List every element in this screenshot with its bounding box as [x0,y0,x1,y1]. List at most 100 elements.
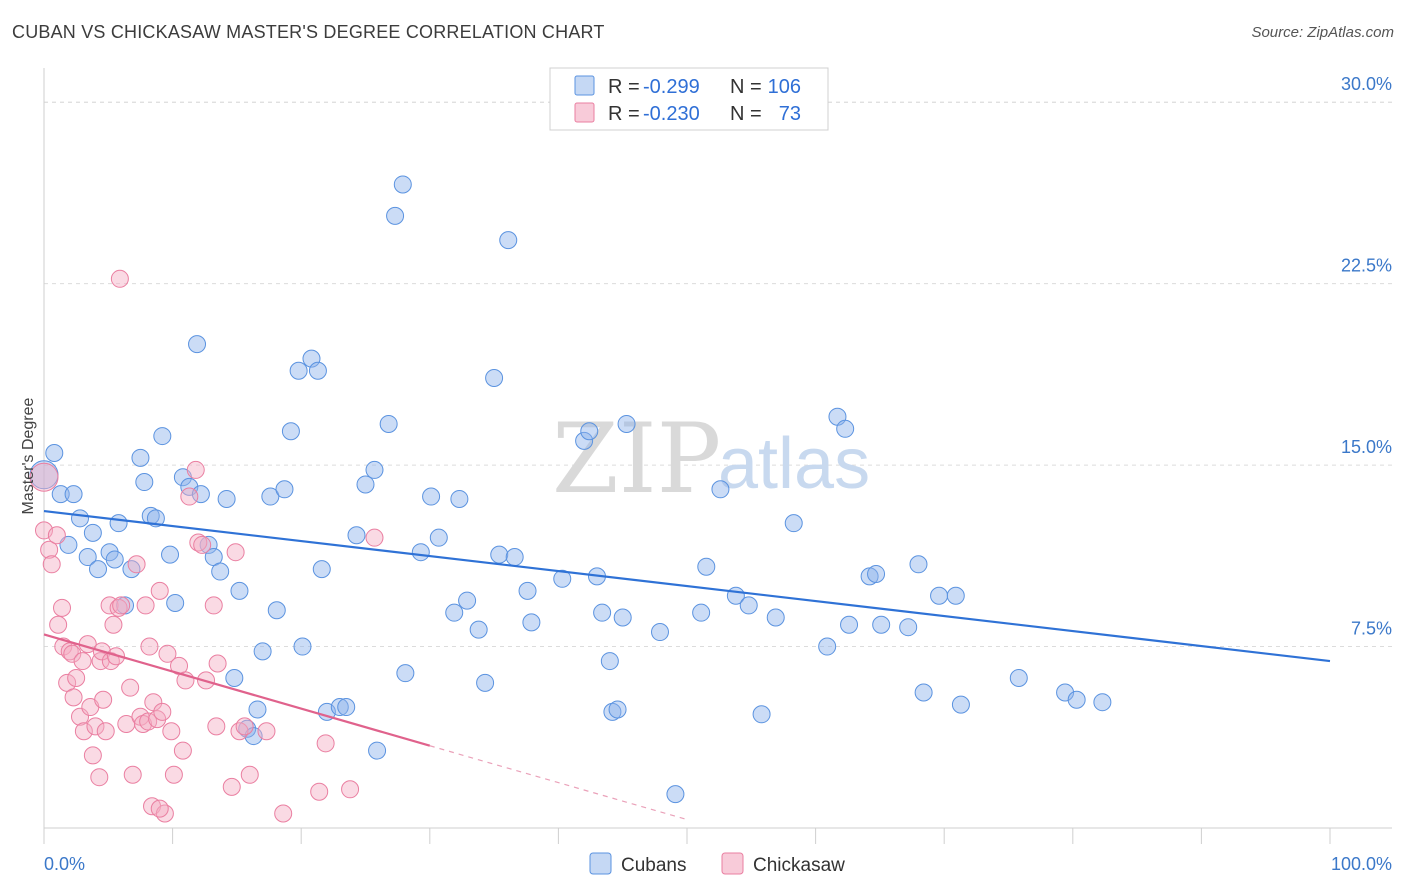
point-cubans [608,700,627,719]
point-cubans [253,642,272,661]
point-chickasaw [153,702,172,721]
trend-line-cubans [43,509,1331,663]
point-cubans [83,523,102,542]
point-cubans [293,637,312,656]
point-cubans [89,560,108,579]
legend-n-label-cubans: N = [730,76,762,98]
y-tick-label-2: 22.5% [1341,256,1392,276]
point-cubans [230,581,249,600]
point-cubans [330,698,349,717]
point-chickasaw [53,598,72,617]
bottom-legend-swatch-cubans [589,852,612,875]
point-cubans [445,603,464,622]
point-chickasaw [134,714,153,733]
point-cubans [840,615,859,634]
bottom-legend-label-chickasaw: Chickasaw [753,855,845,876]
point-cubans [914,683,933,702]
point-cubans [337,698,356,717]
legend-n-label-chickasaw: N = [730,103,762,125]
point-cubans [450,489,469,508]
point-cubans [666,785,685,804]
point-cubans [872,615,891,634]
y-tick-label-0: 7.5% [1351,619,1392,639]
series-chickasaw [29,269,384,823]
point-cubans [752,705,771,724]
trend-line-chickasaw [43,633,431,747]
point-cubans [580,422,599,441]
bottom-legend-swatch-chickasaw [721,852,744,875]
point-chickasaw [310,782,329,801]
point-cubans [485,369,504,387]
point-chickasaw [121,678,140,697]
point-cubans [386,206,405,225]
point-chickasaw [226,543,245,562]
point-cubans [469,620,488,639]
point-chickasaw [186,460,205,479]
bottom-legend-label-cubans: Cubans [621,855,687,876]
point-chickasaw [94,690,113,709]
point-cubans [1056,683,1075,702]
point-chickasaw [127,555,146,574]
point-chickasaw [67,669,86,687]
point-chickasaw [123,765,142,784]
point-cubans [188,335,207,354]
point-chickasaw [101,652,120,671]
point-chickasaw [365,528,384,547]
point-cubans [356,475,375,494]
point-cubans [593,603,612,622]
point-chickasaw [110,269,129,288]
point-chickasaw [164,765,183,784]
point-cubans [45,444,64,462]
tick-labels: 7.5% 15.0% 22.5% 30.0% 0.0% 100.0% [44,74,1392,874]
point-cubans [518,581,537,600]
point-cubans [275,480,294,499]
point-cubans [153,427,172,446]
point-chickasaw [150,581,169,600]
legend-r-value-cubans: -0.299 [643,76,700,98]
axes [43,68,1392,844]
point-cubans [617,414,636,433]
point-chickasaw [180,487,199,506]
point-chickasaw [136,596,155,615]
point-cubans [51,485,70,504]
point-chickasaw [235,717,254,736]
point-cubans [422,487,441,506]
point-cubans [166,594,185,612]
point-cubans [522,613,541,632]
point-cubans [490,545,509,564]
point-cubans [909,555,928,574]
point-cubans [603,702,622,721]
point-cubans [899,618,918,637]
point-cubans [211,562,230,581]
point-cubans [505,548,524,567]
point-cubans [930,586,949,605]
point-chickasaw [63,644,82,663]
point-chickasaw [274,804,293,823]
legend-r-label-cubans: R = [608,76,640,98]
point-chickasaw [140,637,159,656]
chart-title: CUBAN VS CHICKASAW MASTER'S DEGREE CORRE… [12,22,605,42]
point-chickasaw [49,615,68,634]
watermark: ZIP atlas [552,403,870,515]
source-label: Source: ZipAtlas.com [1251,24,1394,41]
point-chickasaw [29,462,59,492]
point-chickasaw [193,535,212,554]
point-cubans [71,509,90,528]
point-cubans [429,528,448,547]
point-cubans [347,526,366,545]
point-cubans [613,608,632,627]
point-cubans [458,591,477,610]
point-chickasaw [316,734,335,753]
bottom-legend: Cubans Chickasaw [589,852,845,876]
point-cubans [396,664,415,683]
point-cubans [836,419,855,438]
point-chickasaw [96,722,115,741]
point-cubans [59,535,78,554]
point-chickasaw [144,693,163,712]
point-chickasaw [86,717,105,736]
point-cubans [951,695,970,714]
point-chickasaw [341,780,360,799]
point-cubans [135,473,154,492]
point-cubans [739,596,758,615]
